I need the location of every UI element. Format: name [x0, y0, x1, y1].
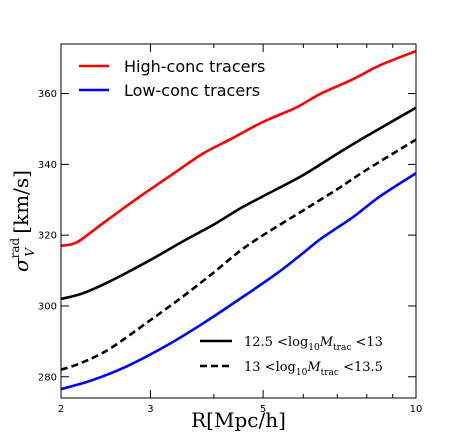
legend-bottom-sub-0: 10: [308, 343, 320, 353]
series-layer: [61, 49, 416, 391]
series-line-2: [61, 106, 416, 301]
x-tick-label-2: 5: [260, 404, 266, 415]
legend-bottom-post-1: <13.5: [339, 360, 383, 375]
y-label-unit: [km/s]: [9, 170, 33, 240]
axes-layer: 2 3 5 10 280 300 320 340 360 R[Mpc/h] σradV [km/s]: [8, 43, 423, 432]
y-tick-label-2: 320: [38, 231, 57, 242]
y-label-sub: V: [23, 247, 37, 257]
y-tick-label-0: 280: [38, 372, 57, 383]
legend-top-label-1: Low-conc tracers: [124, 81, 260, 100]
x-axis-label: R[Mpc/h]: [191, 408, 286, 432]
legend-bottom-pre-1: 13 <log: [244, 360, 296, 375]
legend-bottom-label-0: 12.5 <log10Mtrac <13: [244, 335, 383, 353]
y-axis-label: σradV [km/s]: [8, 170, 37, 272]
series-line-3: [61, 138, 416, 371]
legend-bottom-msub-0: trac: [333, 343, 351, 353]
y-tick-label-3: 340: [38, 160, 57, 171]
y-tick-label-4: 360: [38, 89, 57, 100]
legend-bottom-label-1: 13 <log10Mtrac <13.5: [244, 360, 383, 378]
y-label-sigma: σ: [9, 257, 33, 272]
y-axis-label-text: σradV [km/s]: [8, 170, 37, 272]
legend-layer: High-conc tracers Low-conc tracers 12.5 <l…: [79, 57, 383, 378]
legend-top-label-0: High-conc tracers: [124, 57, 265, 76]
legend-bottom-sub-1: 10: [296, 368, 308, 378]
legend-bottom-msub-1: trac: [321, 368, 339, 378]
series-line-0: [61, 49, 416, 248]
legend-bottom-mid-1: M: [306, 360, 321, 375]
y-tick-label-1: 300: [38, 301, 57, 312]
legend-bottom-pre-0: 12.5 <log: [244, 335, 308, 350]
y-label-sup: rad: [8, 237, 22, 258]
plot-frame: [60, 43, 417, 399]
x-tick-label-0: 2: [58, 404, 64, 415]
series-line-1: [61, 172, 416, 391]
x-tick-label-3: 10: [410, 404, 423, 415]
legend-bottom-post-0: <13: [351, 335, 383, 350]
legend-bottom-mid-0: M: [319, 335, 334, 350]
x-tick-label-1: 3: [147, 404, 153, 415]
